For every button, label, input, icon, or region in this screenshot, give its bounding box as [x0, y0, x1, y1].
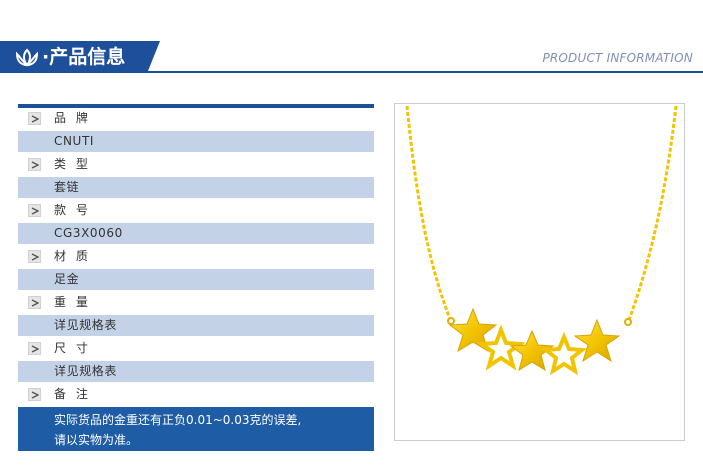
info-label: 材 质: [54, 249, 91, 263]
note-line: 请以实物为准。: [54, 433, 139, 447]
info-row-material-label: 材 质: [18, 246, 374, 269]
info-label: 类 型: [54, 157, 91, 171]
info-value: 详见规格表: [54, 364, 118, 378]
info-row-size-value: 详见规格表: [18, 361, 374, 384]
info-value: CNUTI: [54, 134, 95, 148]
info-row-model-label: 款 号: [18, 200, 374, 223]
right-chain: [627, 105, 678, 321]
arrow-right-icon: [28, 158, 41, 171]
arrow-right-icon: [28, 112, 41, 125]
info-label: 款 号: [54, 203, 91, 217]
product-photo: [394, 103, 685, 441]
info-label: 品 牌: [54, 111, 91, 125]
arrow-right-icon: [28, 388, 41, 401]
info-row-type-label: 类 型: [18, 154, 374, 177]
info-row-type-value: 套链: [18, 177, 374, 200]
section-title: ·产品信息: [42, 46, 126, 68]
info-row-material-value: 足金: [18, 269, 374, 292]
info-row-weight-label: 重 量: [18, 292, 374, 315]
info-row-weight-value: 详见规格表: [18, 315, 374, 338]
info-row-brand-value: CNUTI: [18, 131, 374, 154]
info-row-note-label: 备 注: [18, 384, 374, 407]
info-row-size-label: 尺 寸: [18, 338, 374, 361]
outline-star-1: [476, 324, 526, 371]
arrow-right-icon: [28, 342, 41, 355]
header-rule: [0, 71, 703, 73]
info-value: 套链: [54, 180, 80, 194]
arrow-right-icon: [28, 250, 41, 263]
outline-star-2: [540, 331, 588, 376]
arrow-right-icon: [28, 204, 41, 217]
info-label: 尺 寸: [54, 341, 91, 355]
info-label: 重 量: [54, 295, 91, 309]
note-line: 实际货品的金重还有正负0.01~0.03克的误差,: [54, 413, 302, 427]
info-value: 详见规格表: [54, 318, 118, 332]
info-row-model-value: CG3X0060: [18, 223, 374, 246]
lotus-logo-icon: [15, 48, 39, 67]
note-box: 实际货品的金重还有正负0.01~0.03克的误差, 请以实物为准。: [18, 407, 374, 451]
solid-star-2: [509, 329, 555, 372]
solid-star-3: [573, 318, 621, 363]
info-row-brand-label: 品 牌: [18, 108, 374, 131]
star-necklace-illustration: [405, 105, 678, 376]
section-title-english: PRODUCT INFORMATION: [542, 51, 693, 65]
info-value: CG3X0060: [54, 226, 123, 240]
solid-star-1: [448, 307, 498, 353]
info-label: 备 注: [54, 387, 91, 401]
header-tab: [0, 41, 160, 73]
info-value: 足金: [54, 272, 80, 286]
table-top-rule: [18, 104, 374, 108]
arrow-right-icon: [28, 296, 41, 309]
product-info-table: 品 牌 CNUTI 类 型 套链 款 号 CG3X0060 材 质 足金 重 量…: [18, 104, 374, 451]
left-chain: [405, 105, 452, 320]
